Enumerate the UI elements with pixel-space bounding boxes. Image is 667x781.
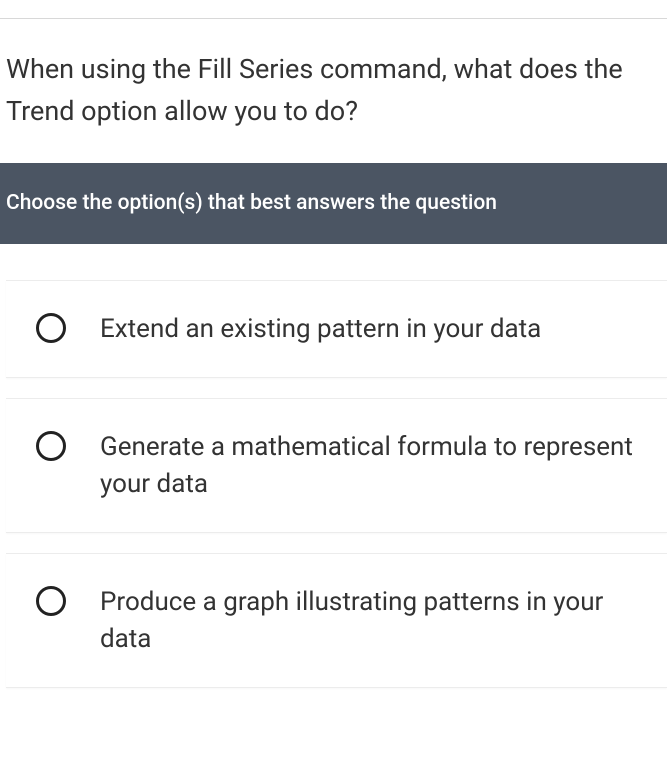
- radio-icon: [36, 313, 66, 343]
- option-label: Produce a graph illustrating patterns in…: [100, 584, 647, 657]
- option-1[interactable]: Generate a mathematical formula to repre…: [6, 398, 667, 533]
- radio-icon: [36, 586, 66, 616]
- option-label: Extend an existing pattern in your data: [100, 311, 541, 347]
- question-text: When using the Fill Series command, what…: [0, 19, 667, 163]
- option-2[interactable]: Produce a graph illustrating patterns in…: [6, 553, 667, 688]
- option-label: Generate a mathematical formula to repre…: [100, 429, 647, 502]
- options-list: Extend an existing pattern in your data …: [0, 280, 667, 688]
- radio-icon: [36, 431, 66, 461]
- option-0[interactable]: Extend an existing pattern in your data: [6, 280, 667, 378]
- instruction-bar: Choose the option(s) that best answers t…: [0, 163, 667, 244]
